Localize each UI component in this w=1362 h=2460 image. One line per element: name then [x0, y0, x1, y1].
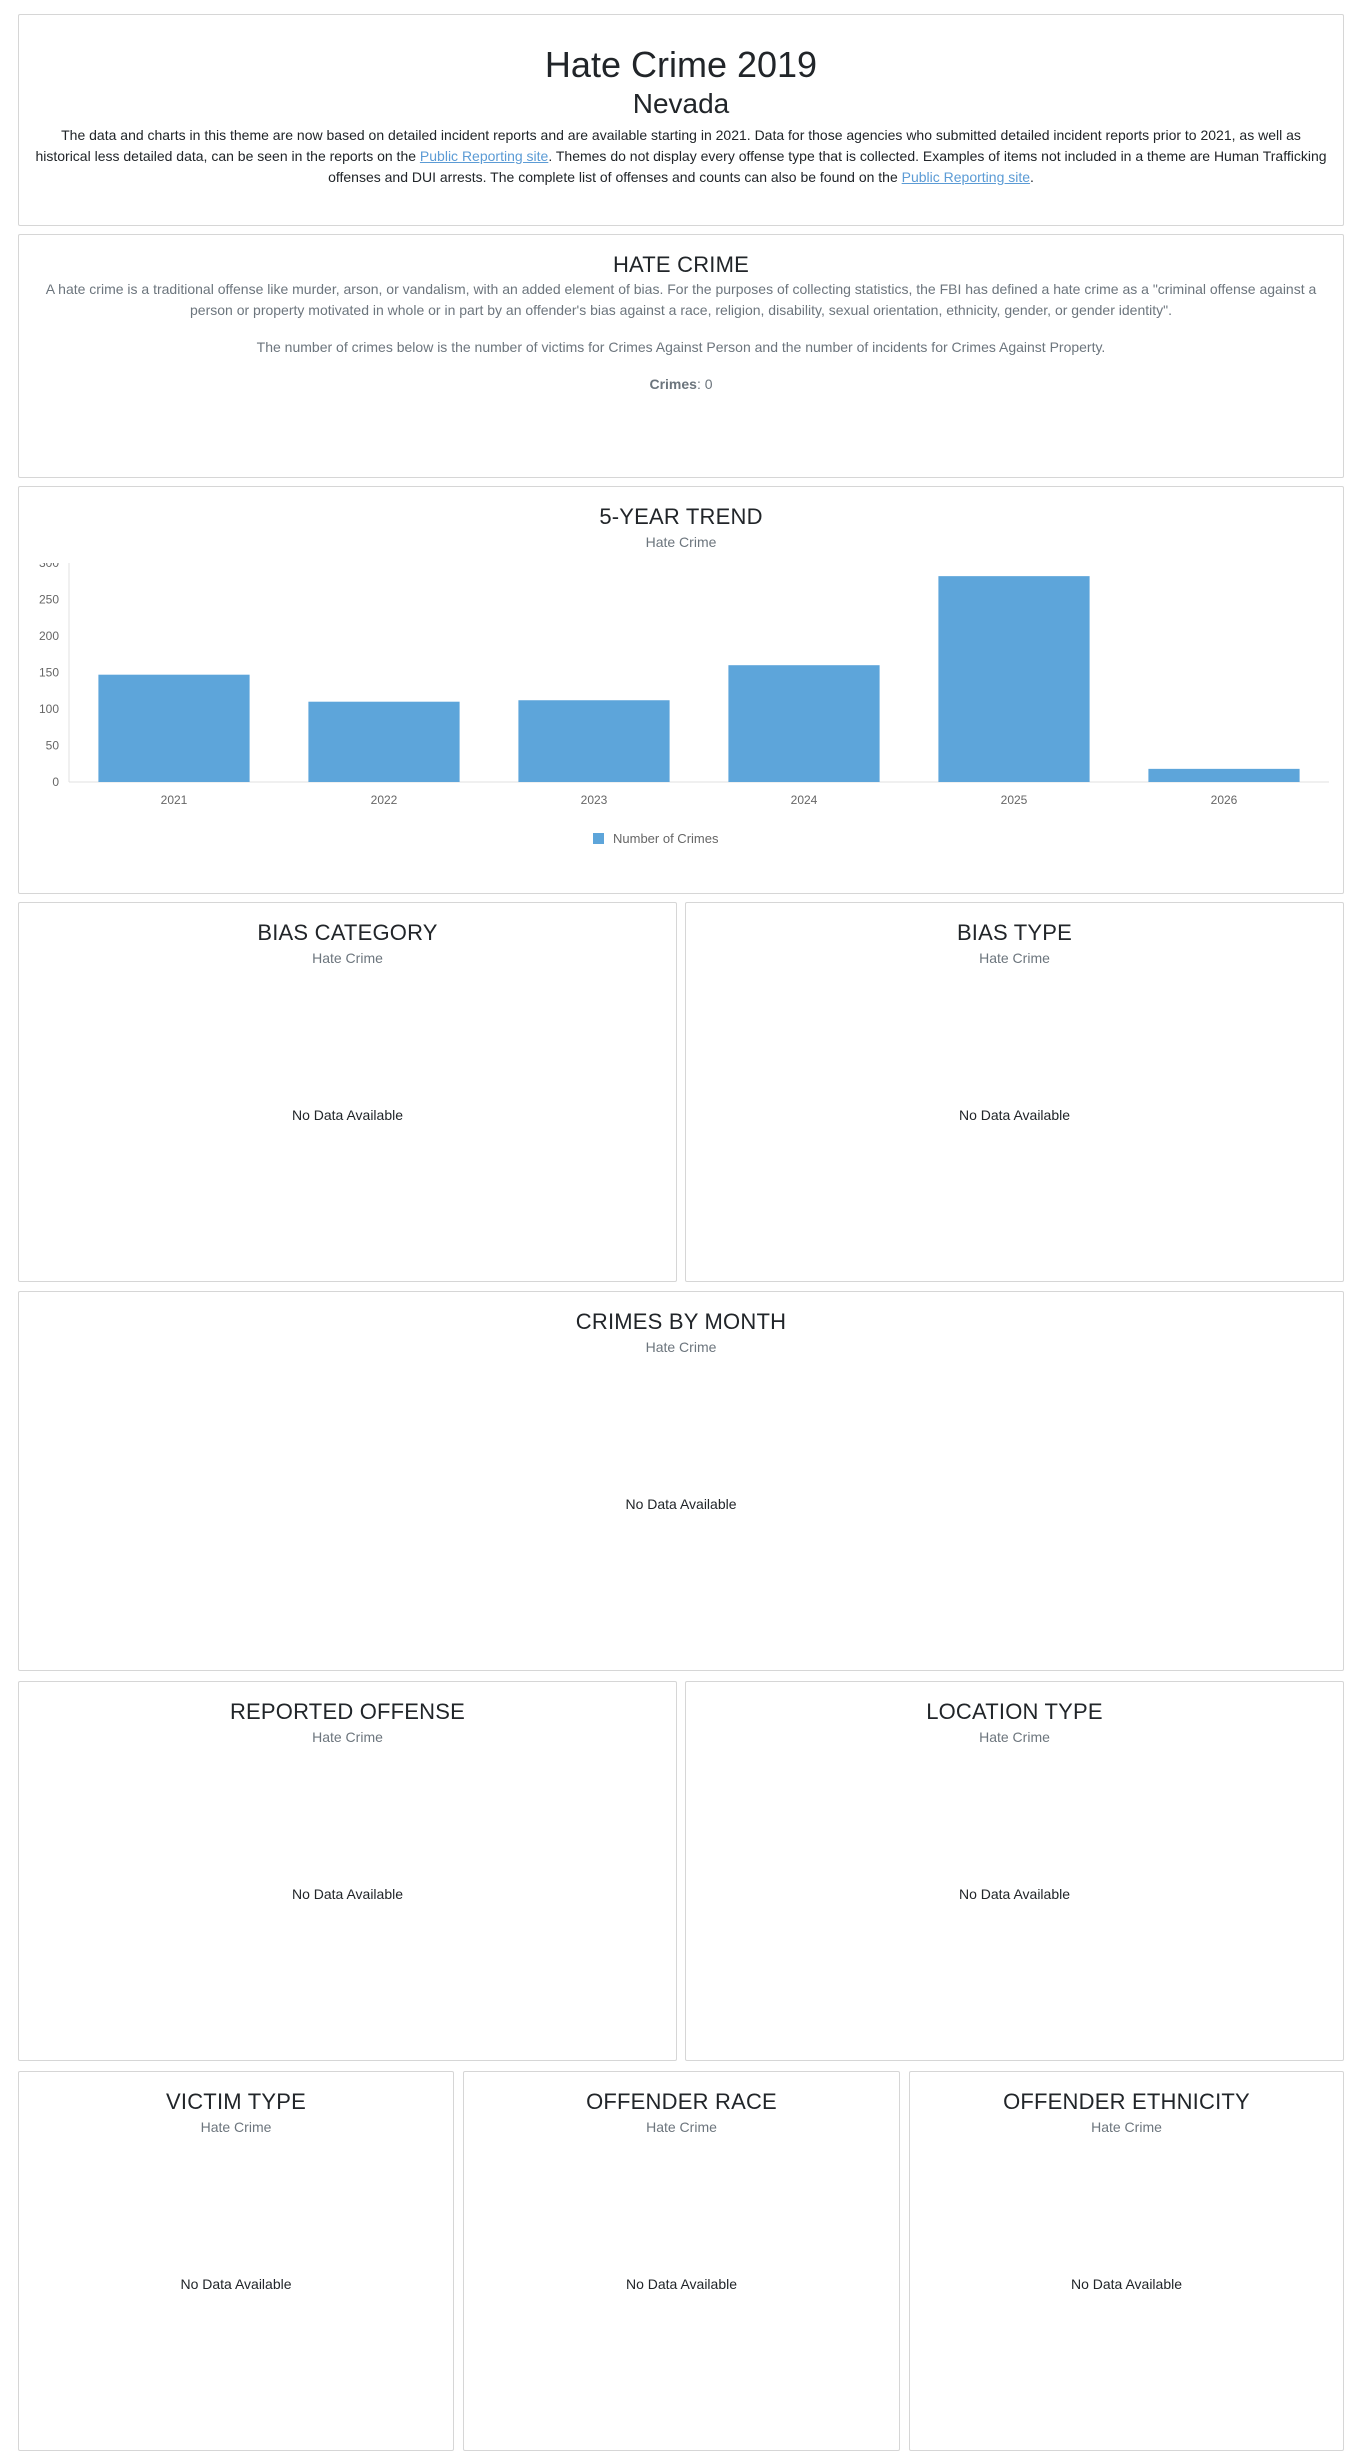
victim-type-title: VICTIM TYPE: [166, 2089, 306, 2114]
bar-2026: [1148, 768, 1300, 782]
reported-offense-title: REPORTED OFFENSE: [229, 1699, 466, 1724]
crimes-by-month-title: CRIMES BY MONTH: [575, 1309, 787, 1334]
victim-type-subtitle: Hate Crime: [200, 2119, 272, 2135]
y-tick-label: 50: [46, 739, 60, 753]
crimes-by-month-subtitle: Hate Crime: [645, 1339, 717, 1355]
y-tick-label: 250: [39, 593, 59, 607]
bias-type-subtitle: Hate Crime: [979, 950, 1050, 966]
trend-title: 5-YEAR TREND: [599, 504, 763, 529]
bar-2024: [728, 665, 880, 782]
x-tick-label: 2023: [581, 793, 608, 807]
bias-category-title: BIAS CATEGORY: [257, 920, 438, 945]
offender-race-subtitle: Hate Crime: [646, 2119, 717, 2135]
crimes-by-month-no-data: No Data Available: [625, 1496, 737, 1512]
reported-offense-subtitle: Hate Crime: [312, 1729, 383, 1745]
y-tick-label: 0: [52, 775, 59, 789]
hate-crime-definition: A hate crime is a traditional offense li…: [45, 281, 1317, 318]
y-tick-label: 100: [39, 702, 59, 716]
x-tick-label: 2025: [1001, 793, 1028, 807]
legend-swatch: [593, 833, 604, 844]
x-tick-label: 2021: [161, 793, 188, 807]
y-tick-label: 200: [39, 629, 59, 643]
bias-type-no-data: No Data Available: [958, 1107, 1071, 1123]
location-type-title: LOCATION TYPE: [926, 1699, 1103, 1724]
offender-race-no-data: No Data Available: [625, 2276, 738, 2292]
trend-bar-chart: 0 50 100 150 200 250 300 2021 2022 2023 2024 2025 20…: [39, 563, 1329, 846]
public-reporting-link-2[interactable]: Public Reporting site: [901, 169, 1031, 185]
hate-crime-card: HATE CRIME A hate crime is a traditional…: [18, 234, 1344, 478]
offender-race-title: OFFENDER RACE: [586, 2089, 777, 2114]
y-tick-label: 150: [39, 666, 59, 680]
x-tick-label: 2024: [791, 793, 818, 807]
bias-type-card: BIAS TYPE Hate Crime No Data Available: [685, 902, 1344, 1282]
crimes-count: Crimes: 0: [649, 376, 713, 392]
intro-text: The data and charts in this theme are no…: [35, 127, 1327, 185]
crimes-by-month-card: CRIMES BY MONTH Hate Crime No Data Avail…: [18, 1291, 1344, 1671]
trend-subtitle: Hate Crime: [645, 534, 717, 550]
bar-2023: [518, 700, 670, 782]
bar-2022: [308, 701, 460, 782]
bar-2021: [98, 674, 250, 782]
reported-offense-card: REPORTED OFFENSE Hate Crime No Data Avai…: [18, 1681, 677, 2061]
legend-label: Number of Crimes: [613, 831, 719, 846]
victim-type-card: VICTIM TYPE Hate Crime No Data Available: [18, 2071, 454, 2451]
page-title: Hate Crime 2019: [544, 44, 818, 85]
header-card: Hate Crime 2019 Nevada The data and char…: [18, 14, 1344, 226]
bias-category-subtitle: Hate Crime: [312, 950, 383, 966]
location-type-card: LOCATION TYPE Hate Crime No Data Availab…: [685, 1681, 1344, 2061]
offender-ethnicity-card: OFFENDER ETHNICITY Hate Crime No Data Av…: [909, 2071, 1344, 2451]
reported-offense-no-data: No Data Available: [291, 1886, 404, 1902]
trend-card: 5-YEAR TREND Hate Crime 0 50 100 150 200 250 3…: [18, 486, 1344, 894]
victim-type-no-data: No Data Available: [180, 2276, 292, 2292]
x-tick-label: 2022: [371, 793, 398, 807]
bias-category-no-data: No Data Available: [291, 1107, 404, 1123]
hate-crime-note: The number of crimes below is the number…: [256, 339, 1106, 355]
offender-ethnicity-title: OFFENDER ETHNICITY: [1003, 2089, 1250, 2114]
public-reporting-link-1[interactable]: Public Reporting site: [419, 148, 549, 164]
x-tick-label: 2026: [1211, 793, 1238, 807]
location-type-subtitle: Hate Crime: [979, 1729, 1050, 1745]
hate-crime-title: HATE CRIME: [612, 252, 750, 277]
bias-type-title: BIAS TYPE: [956, 920, 1073, 945]
bias-category-card: BIAS CATEGORY Hate Crime No Data Availab…: [18, 902, 677, 1282]
y-tick-label: 300: [39, 563, 59, 570]
offender-race-card: OFFENDER RACE Hate Crime No Data Availab…: [463, 2071, 900, 2451]
state-name: Nevada: [632, 88, 730, 119]
location-type-no-data: No Data Available: [958, 1886, 1071, 1902]
offender-ethnicity-subtitle: Hate Crime: [1091, 2119, 1162, 2135]
bar-2025: [938, 576, 1090, 782]
offender-ethnicity-no-data: No Data Available: [1070, 2276, 1183, 2292]
